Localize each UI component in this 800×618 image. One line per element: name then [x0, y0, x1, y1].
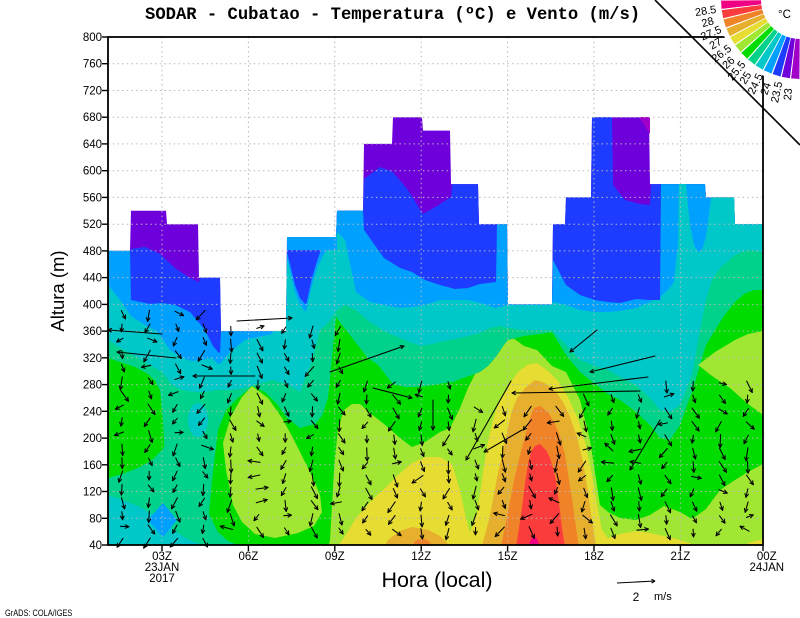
svg-text:80: 80: [89, 513, 102, 525]
svg-text:°C: °C: [778, 9, 791, 21]
svg-text:25: 25: [738, 70, 755, 87]
svg-text:2: 2: [633, 590, 640, 604]
svg-text:160: 160: [83, 460, 102, 472]
svg-text:21Z: 21Z: [670, 551, 690, 563]
svg-text:640: 640: [83, 139, 102, 151]
svg-text:600: 600: [83, 166, 102, 178]
svg-text:240: 240: [83, 406, 102, 418]
svg-text:GrADS: COLA/IGES: GrADS: COLA/IGES: [5, 607, 73, 618]
svg-text:2017: 2017: [149, 573, 175, 585]
svg-text:40: 40: [89, 540, 102, 552]
svg-text:320: 320: [83, 353, 102, 365]
svg-text:200: 200: [83, 433, 102, 445]
svg-text:560: 560: [83, 192, 102, 204]
svg-text:520: 520: [83, 219, 102, 231]
svg-text:120: 120: [83, 487, 102, 499]
svg-text:440: 440: [83, 273, 102, 285]
svg-text:27: 27: [708, 36, 725, 52]
svg-text:03Z: 03Z: [152, 551, 172, 563]
svg-text:12Z: 12Z: [411, 551, 431, 563]
svg-text:28: 28: [700, 15, 715, 30]
svg-text:23.5: 23.5: [769, 80, 785, 103]
svg-text:760: 760: [83, 59, 102, 71]
svg-text:360: 360: [83, 326, 102, 338]
svg-text:00Z: 00Z: [757, 551, 777, 563]
svg-text:480: 480: [83, 246, 102, 258]
svg-text:23: 23: [782, 88, 795, 101]
svg-text:24: 24: [759, 81, 774, 96]
svg-text:SODAR - Cubatao - Temperatura: SODAR - Cubatao - Temperatura (ºC) e Ven…: [145, 6, 640, 25]
svg-text:800: 800: [83, 32, 102, 44]
svg-text:720: 720: [83, 86, 102, 98]
svg-text:06Z: 06Z: [238, 551, 258, 563]
svg-text:680: 680: [83, 112, 102, 124]
svg-text:18Z: 18Z: [584, 551, 604, 563]
svg-text:28.5: 28.5: [694, 4, 717, 19]
svg-text:400: 400: [83, 299, 102, 311]
svg-text:15Z: 15Z: [498, 551, 518, 563]
svg-text:23JAN: 23JAN: [145, 562, 180, 574]
svg-text:m/s: m/s: [654, 591, 672, 603]
svg-text:24JAN: 24JAN: [750, 562, 785, 574]
svg-text:09Z: 09Z: [325, 551, 345, 563]
svg-text:280: 280: [83, 380, 102, 392]
svg-text:Hora (local): Hora (local): [381, 568, 492, 592]
svg-text:Altura (m): Altura (m): [47, 250, 68, 331]
